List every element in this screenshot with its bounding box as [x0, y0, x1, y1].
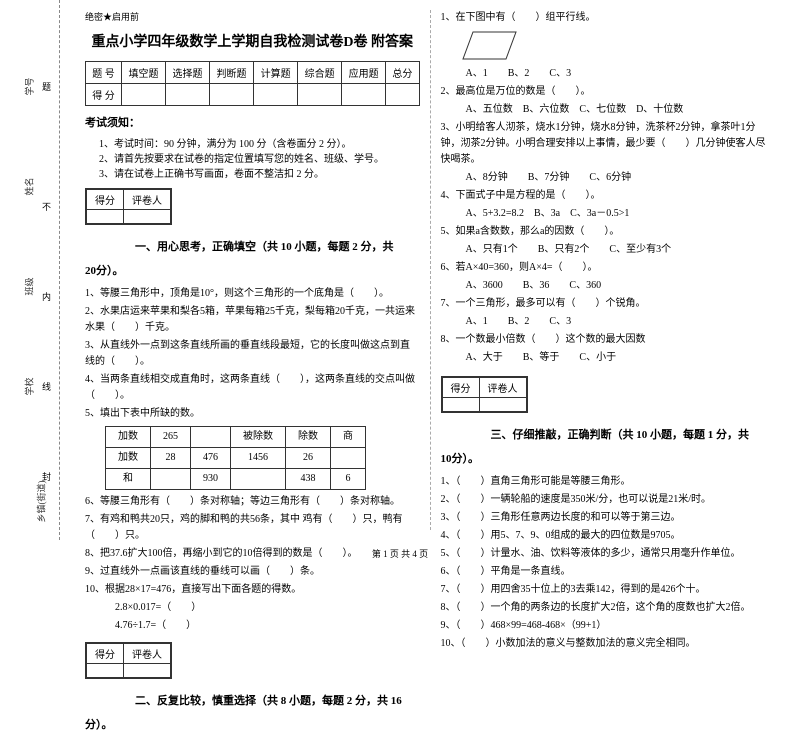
- left-column: 绝密★启用前 重点小学四年级数学上学期自我检测试卷D卷 附答案 题 号 填空题 …: [75, 10, 431, 530]
- content-columns: 绝密★启用前 重点小学四年级数学上学期自我检测试卷D卷 附答案 题 号 填空题 …: [60, 0, 800, 540]
- section1-title2: 20分）。: [85, 262, 420, 278]
- s3-q8: 8、（ ）一个角的两条边的长度扩大2倍，这个角的度数也扩大2倍。: [441, 600, 776, 616]
- paper-title: 重点小学四年级数学上学期自我检测试卷D卷 附答案: [85, 31, 420, 51]
- seal-mark-1: 封: [42, 470, 51, 483]
- notice-title: 考试须知：: [85, 114, 420, 130]
- seal-mark-5: 题: [42, 80, 51, 93]
- st-h7: 总分: [386, 62, 419, 84]
- s2-q4: 4、下面式子中是方程的是（ ）。: [441, 188, 776, 204]
- s3-q9: 9、（ ）468×99=468-468×（99+1）: [441, 618, 776, 634]
- notice-2: 2、请首先按要求在试卷的指定位置填写您的姓名、班级、学号。: [99, 150, 420, 165]
- notice-1: 1、考试时间：90 分钟，满分为 100 分（含卷面分 2 分）。: [99, 135, 420, 150]
- s1-q10b: 4.76÷1.7=（ ）: [85, 618, 420, 634]
- q5-data-table: 加数265被除数除数商 加数28476145626 和9304386: [105, 426, 366, 490]
- st-h2: 选择题: [166, 62, 210, 84]
- s2-q6: 6、若A×40=360，则A×4=（ ）。: [441, 260, 776, 276]
- st-h1: 填空题: [121, 62, 165, 84]
- s3-q3: 3、（ ）三角形任意两边长度的和可以等于第三边。: [441, 510, 776, 526]
- s2-q3: 3、小明给客人沏茶，烧水1分钟，烧水8分钟，洗茶杯2分钟，拿茶叶1分钟，沏茶2分…: [441, 120, 776, 168]
- s1-q1: 1、等腰三角形中，顶角是10°，则这个三角形的一个底角是（ ）。: [85, 286, 420, 302]
- s1-q5: 5、填出下表中所缺的数。: [85, 406, 420, 422]
- st-h5: 综合题: [298, 62, 342, 84]
- secret-label: 绝密★启用前: [85, 10, 420, 23]
- section1-scorebox: 得分评卷人: [85, 188, 172, 225]
- bind-field-class: 班级: [23, 277, 36, 295]
- section3-title: 三、仔细推敲，正确判断（共 10 小题，每题 1 分，共: [441, 426, 776, 442]
- binding-margin: 乡镇(街道) 学校 班级 姓名 学号 封 线 内 不 题: [0, 0, 60, 540]
- page-footer: 第 1 页 共 4 页: [0, 547, 800, 560]
- s3-q2: 2、（ ）一辆轮船的速度是350米/分，也可以说是21米/时。: [441, 492, 776, 508]
- s2-q7: 7、一个三角形，最多可以有（ ）个锐角。: [441, 296, 776, 312]
- section2-title2: 分）。: [85, 716, 420, 732]
- s1-q2: 2、水果店运来苹果和梨各5箱，苹果每箱25千克，梨每箱20千克，一共运来水果（ …: [85, 304, 420, 336]
- bind-field-id: 学号: [23, 77, 36, 95]
- st-blank[interactable]: [121, 84, 165, 106]
- right-column: 1、在下图中有（ ）组平行线。 A、1 B、2 C、3 2、最高位是万位的数是（…: [431, 10, 786, 530]
- bind-field-school: 学校: [23, 377, 36, 395]
- seal-mark-2: 线: [42, 380, 51, 393]
- st-score-label: 得 分: [86, 84, 122, 106]
- st-h3: 判断题: [210, 62, 254, 84]
- exam-page: 乡镇(街道) 学校 班级 姓名 学号 封 线 内 不 题 绝密★启用前 重点小学…: [0, 0, 800, 540]
- s3-q6: 6、（ ）平角是一条直线。: [441, 564, 776, 580]
- section2-scorebox: 得分评卷人: [85, 642, 172, 679]
- bind-field-name: 姓名: [23, 177, 36, 195]
- s2-q5: 5、如果a含数数，那么a的因数（ ）。: [441, 224, 776, 240]
- s1-q10: 10、根据28×17=476，直接写出下面各题的得数。: [85, 582, 420, 598]
- s1-q6: 6、等腰三角形有（ ）条对称轴；等边三角形有（ ）条对称轴。: [85, 494, 420, 510]
- notice-3: 3、请在试卷上正确书写画面，卷面不整洁扣 2 分。: [99, 165, 420, 180]
- section2-questions: 1、在下图中有（ ）组平行线。 A、1 B、2 C、3 2、最高位是万位的数是（…: [441, 10, 776, 366]
- s2-q2: 2、最高位是万位的数是（ ）。: [441, 84, 776, 100]
- section3-scorebox: 得分评卷人: [441, 376, 528, 413]
- s3-q4: 4、（ ）用5、7、9、0组成的最大的四位数是9705。: [441, 528, 776, 544]
- score-summary-table: 题 号 填空题 选择题 判断题 计算题 综合题 应用题 总分 得 分: [85, 61, 420, 106]
- bind-field-township: 乡镇(街道): [35, 481, 48, 523]
- seal-mark-3: 内: [42, 290, 51, 303]
- section1-questions: 1、等腰三角形中，顶角是10°，则这个三角形的一个底角是（ ）。 2、水果店运来…: [85, 286, 420, 634]
- s2-q8: 8、一个数最小倍数（ ）这个数的最大因数: [441, 332, 776, 348]
- parallelogram-figure: [461, 29, 521, 64]
- s1-q9: 9、过直线外一点画该直线的垂线可以画（ ）条。: [85, 564, 420, 580]
- st-h0: 题 号: [86, 62, 122, 84]
- section3-questions: 1、（ ）直角三角形可能是等腰三角形。 2、（ ）一辆轮船的速度是350米/分，…: [441, 474, 776, 652]
- s1-q10a: 2.8×0.017=（ ）: [85, 600, 420, 616]
- s3-q10: 10、（ ）小数加法的意义与整数加法的意义完全相同。: [441, 636, 776, 652]
- section2-title: 二、反复比较，慎重选择（共 8 小题，每题 2 分，共 16: [85, 692, 420, 708]
- section3-title2: 10分）。: [441, 450, 776, 466]
- st-h6: 应用题: [342, 62, 386, 84]
- s1-q4: 4、当两条直线相交成直角时，这两条直线（ ），这两条直线的交点叫做（ ）。: [85, 372, 420, 404]
- s1-q3: 3、从直线外一点到这条直线所画的垂直线段最短，它的长度叫做这点到直线的（ ）。: [85, 338, 420, 370]
- s3-q1: 1、（ ）直角三角形可能是等腰三角形。: [441, 474, 776, 490]
- s2-q1: 1、在下图中有（ ）组平行线。: [441, 10, 776, 26]
- notice-list: 1、考试时间：90 分钟，满分为 100 分（含卷面分 2 分）。 2、请首先按…: [85, 135, 420, 180]
- s1-q7: 7、有鸡和鸭共20只，鸡的脚和鸭的共56条，其中 鸡有（ ）只，鸭有（ ）只。: [85, 512, 420, 544]
- section1-title: 一、用心思考，正确填空（共 10 小题，每题 2 分，共: [85, 238, 420, 254]
- st-h4: 计算题: [254, 62, 298, 84]
- seal-mark-4: 不: [42, 200, 51, 213]
- s3-q7: 7、（ ）用四舍35十位上的3去乘142，得到的是426个十。: [441, 582, 776, 598]
